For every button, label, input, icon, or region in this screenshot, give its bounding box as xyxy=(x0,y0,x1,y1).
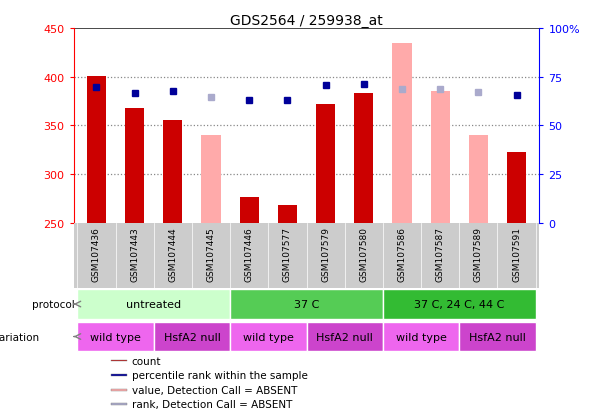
Text: count: count xyxy=(132,356,161,366)
Bar xyxy=(111,404,127,405)
Bar xyxy=(392,43,411,223)
Text: GSM107436: GSM107436 xyxy=(92,227,101,281)
Bar xyxy=(111,389,127,391)
Text: GSM107586: GSM107586 xyxy=(397,227,406,281)
Text: HsfA2 null: HsfA2 null xyxy=(316,332,373,342)
Text: GSM107443: GSM107443 xyxy=(130,227,139,281)
Text: wild type: wild type xyxy=(395,332,446,342)
Title: GDS2564 / 259938_at: GDS2564 / 259938_at xyxy=(230,14,383,28)
Text: wild type: wild type xyxy=(90,332,141,342)
Text: 37 C, 24 C, 44 C: 37 C, 24 C, 44 C xyxy=(414,299,504,309)
Text: genotype/variation: genotype/variation xyxy=(0,332,39,342)
Text: HsfA2 null: HsfA2 null xyxy=(469,332,526,342)
Text: GSM107446: GSM107446 xyxy=(245,227,254,281)
Text: rank, Detection Call = ABSENT: rank, Detection Call = ABSENT xyxy=(132,399,292,409)
Text: GSM107591: GSM107591 xyxy=(512,227,521,281)
Text: GSM107577: GSM107577 xyxy=(283,227,292,281)
Bar xyxy=(240,197,259,223)
Bar xyxy=(383,322,459,351)
Bar xyxy=(278,206,297,223)
Text: percentile rank within the sample: percentile rank within the sample xyxy=(132,370,308,380)
Bar xyxy=(77,322,154,351)
Bar xyxy=(111,360,127,362)
Text: protocol: protocol xyxy=(32,299,74,309)
Text: GSM107445: GSM107445 xyxy=(207,227,216,281)
Bar xyxy=(459,322,536,351)
Bar xyxy=(230,322,306,351)
Bar xyxy=(230,290,383,319)
Bar xyxy=(316,105,335,223)
Bar xyxy=(87,76,106,223)
Text: wild type: wild type xyxy=(243,332,294,342)
Text: value, Detection Call = ABSENT: value, Detection Call = ABSENT xyxy=(132,385,297,395)
Bar xyxy=(306,322,383,351)
Bar xyxy=(430,92,450,223)
Text: GSM107579: GSM107579 xyxy=(321,227,330,281)
Bar xyxy=(125,109,144,223)
Text: GSM107589: GSM107589 xyxy=(474,227,483,281)
Text: GSM107444: GSM107444 xyxy=(169,227,177,281)
Bar xyxy=(111,374,127,376)
Bar xyxy=(202,136,221,223)
Text: GSM107580: GSM107580 xyxy=(359,227,368,281)
Bar xyxy=(469,136,488,223)
Bar xyxy=(354,94,373,223)
Text: GSM107587: GSM107587 xyxy=(436,227,444,281)
Bar xyxy=(154,322,230,351)
Text: untreated: untreated xyxy=(126,299,181,309)
Bar xyxy=(163,120,183,223)
Text: 37 C: 37 C xyxy=(294,299,319,309)
Bar xyxy=(383,290,536,319)
Bar xyxy=(507,152,526,223)
Text: HsfA2 null: HsfA2 null xyxy=(164,332,221,342)
Bar xyxy=(77,290,230,319)
